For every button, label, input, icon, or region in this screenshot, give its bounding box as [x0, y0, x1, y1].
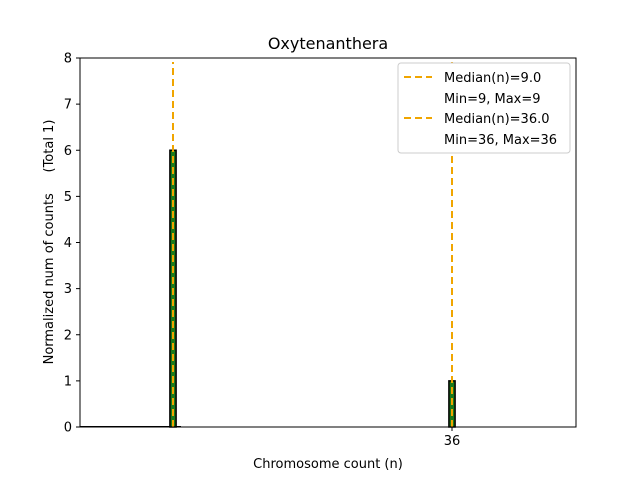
y-axis-label: Normalized num of counts (Total 1) — [42, 120, 57, 365]
chart-title: Oxytenanthera — [268, 34, 388, 53]
y-tick-label-3: 3 — [64, 282, 72, 297]
legend-range-1: Min=36, Max=36 — [444, 133, 557, 148]
y-tick-label-6: 6 — [64, 144, 72, 159]
y-axis: 0 1 2 3 4 5 6 7 8 — [64, 52, 80, 436]
legend-range-0: Min=9, Max=9 — [444, 92, 541, 107]
x-axis-label: Chromosome count (n) — [253, 457, 403, 472]
legend-label-1: Median(n)=36.0 — [444, 112, 550, 127]
y-tick-label-8: 8 — [64, 52, 72, 67]
x-tick-label-36: 36 — [444, 434, 461, 449]
legend-label-0: Median(n)=9.0 — [444, 71, 541, 86]
y-tick-label-5: 5 — [64, 190, 72, 205]
y-tick-label-2: 2 — [64, 328, 72, 343]
legend-box — [397, 62, 571, 154]
y-tick-label-7: 7 — [64, 98, 72, 113]
legend: Median(n)=9.0 Min=9, Max=9 Median(n)=36.0 M… — [397, 62, 571, 154]
x-axis: 36 — [444, 427, 461, 449]
y-tick-label-4: 4 — [64, 236, 72, 251]
y-tick-label-1: 1 — [64, 374, 72, 389]
y-tick-label-0: 0 — [64, 421, 72, 436]
